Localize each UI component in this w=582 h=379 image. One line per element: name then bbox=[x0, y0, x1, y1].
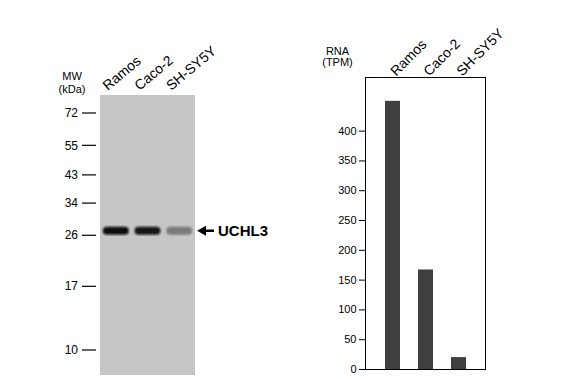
svg-text:26: 26 bbox=[65, 228, 79, 242]
svg-text:43: 43 bbox=[65, 168, 79, 182]
svg-text:200: 200 bbox=[338, 244, 356, 256]
svg-text:UCHL3: UCHL3 bbox=[218, 222, 268, 239]
svg-text:72: 72 bbox=[65, 106, 79, 120]
svg-text:0: 0 bbox=[350, 363, 356, 375]
svg-text:SH-SY5Y: SH-SY5Y bbox=[453, 25, 507, 79]
svg-text:RNA(TPM): RNA(TPM) bbox=[322, 45, 353, 68]
svg-text:350: 350 bbox=[338, 154, 356, 166]
svg-text:10: 10 bbox=[65, 343, 79, 357]
svg-text:SH-SY5Y: SH-SY5Y bbox=[163, 42, 220, 93]
svg-text:50: 50 bbox=[344, 333, 356, 345]
svg-text:Caco-2: Caco-2 bbox=[131, 52, 176, 94]
svg-text:MW: MW bbox=[62, 70, 82, 82]
svg-text:300: 300 bbox=[338, 184, 356, 196]
svg-text:Caco-2: Caco-2 bbox=[420, 35, 464, 79]
svg-text:(kDa): (kDa) bbox=[59, 83, 86, 95]
svg-text:150: 150 bbox=[338, 274, 356, 286]
svg-text:400: 400 bbox=[338, 125, 356, 137]
svg-text:55: 55 bbox=[65, 139, 79, 153]
svg-text:17: 17 bbox=[65, 279, 79, 293]
svg-text:Ramos: Ramos bbox=[99, 52, 144, 94]
svg-text:34: 34 bbox=[65, 196, 79, 210]
svg-text:250: 250 bbox=[338, 214, 356, 226]
svg-text:100: 100 bbox=[338, 303, 356, 315]
svg-text:Ramos: Ramos bbox=[387, 36, 430, 79]
